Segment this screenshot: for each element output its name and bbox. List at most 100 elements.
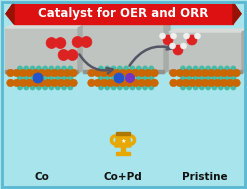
Circle shape (218, 85, 224, 90)
Circle shape (182, 79, 190, 87)
Circle shape (98, 75, 104, 80)
Circle shape (104, 75, 110, 80)
Circle shape (180, 85, 186, 90)
Circle shape (130, 75, 135, 80)
Circle shape (231, 85, 236, 90)
Bar (169, 32, 242, 73)
Circle shape (149, 85, 154, 90)
Circle shape (132, 79, 139, 87)
Circle shape (212, 85, 217, 90)
Circle shape (61, 76, 67, 81)
Circle shape (44, 79, 52, 87)
Circle shape (130, 76, 135, 81)
Bar (169, 70, 242, 73)
Bar (83, 18, 164, 73)
Circle shape (142, 66, 148, 71)
Text: Co+Pd: Co+Pd (104, 172, 142, 182)
Circle shape (180, 75, 186, 80)
Circle shape (117, 75, 123, 80)
Circle shape (132, 69, 139, 77)
Circle shape (184, 33, 189, 39)
Circle shape (224, 85, 230, 90)
Circle shape (138, 69, 146, 77)
Circle shape (51, 79, 58, 87)
Circle shape (57, 79, 65, 87)
Circle shape (57, 69, 65, 77)
Circle shape (186, 76, 192, 81)
Circle shape (144, 69, 152, 77)
Circle shape (130, 66, 135, 71)
Polygon shape (233, 4, 241, 24)
Circle shape (26, 69, 33, 77)
Circle shape (55, 76, 61, 81)
Circle shape (117, 66, 123, 71)
Circle shape (186, 66, 192, 71)
Circle shape (212, 75, 217, 80)
Circle shape (23, 85, 29, 90)
Circle shape (206, 85, 211, 90)
Circle shape (117, 76, 123, 81)
Circle shape (173, 45, 183, 55)
Circle shape (30, 75, 35, 80)
Circle shape (212, 76, 217, 81)
Circle shape (124, 76, 129, 81)
Circle shape (94, 69, 102, 77)
Circle shape (136, 76, 142, 81)
Circle shape (42, 75, 48, 80)
Circle shape (181, 43, 186, 49)
Circle shape (201, 69, 209, 77)
Circle shape (55, 85, 61, 90)
Circle shape (17, 76, 23, 81)
Circle shape (68, 75, 73, 80)
Polygon shape (78, 25, 84, 73)
Circle shape (63, 79, 71, 87)
Circle shape (67, 50, 78, 60)
Circle shape (212, 66, 217, 71)
Circle shape (23, 76, 29, 81)
Circle shape (226, 79, 234, 87)
Circle shape (38, 79, 46, 87)
Circle shape (49, 85, 54, 90)
Circle shape (218, 75, 224, 80)
Circle shape (142, 76, 148, 81)
Circle shape (180, 66, 186, 71)
Circle shape (61, 75, 67, 80)
Bar (14, 4, 233, 24)
Circle shape (207, 69, 215, 77)
Circle shape (176, 69, 184, 77)
Circle shape (81, 36, 92, 47)
Circle shape (149, 76, 154, 81)
Bar (121, 147, 125, 152)
Circle shape (88, 69, 95, 77)
Circle shape (218, 66, 224, 71)
Circle shape (104, 85, 110, 90)
Circle shape (195, 79, 203, 87)
Circle shape (170, 69, 177, 77)
Circle shape (124, 85, 129, 90)
Circle shape (55, 75, 61, 80)
Circle shape (220, 69, 228, 77)
Circle shape (224, 76, 230, 81)
Circle shape (194, 33, 201, 39)
Circle shape (113, 79, 121, 87)
Circle shape (214, 69, 221, 77)
Circle shape (46, 37, 57, 49)
Circle shape (193, 75, 198, 80)
Circle shape (100, 79, 108, 87)
Circle shape (151, 79, 158, 87)
Circle shape (107, 69, 114, 77)
Circle shape (104, 76, 110, 81)
Circle shape (30, 85, 35, 90)
Circle shape (111, 76, 116, 81)
Circle shape (32, 79, 40, 87)
Circle shape (119, 69, 127, 77)
Circle shape (111, 75, 116, 80)
Circle shape (136, 85, 142, 90)
Circle shape (23, 66, 29, 71)
Circle shape (226, 69, 234, 77)
Circle shape (30, 66, 35, 71)
Circle shape (136, 75, 142, 80)
Circle shape (94, 79, 102, 87)
Text: ★: ★ (120, 139, 126, 143)
Bar (83, 70, 164, 73)
